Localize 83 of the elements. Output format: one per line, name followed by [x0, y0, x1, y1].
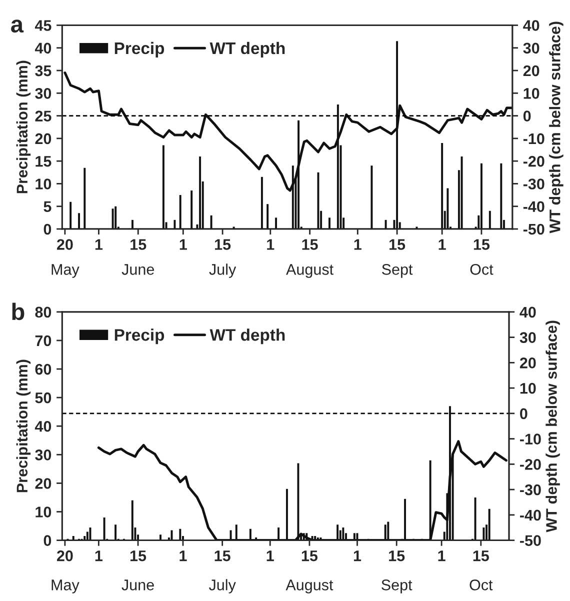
- text: Oct: [470, 580, 493, 590]
- y-tick-label: 5: [44, 201, 52, 212]
- legend-label: Precip: [114, 328, 164, 344]
- text: June: [122, 580, 154, 590]
- y-tick-label: 35: [35, 65, 52, 76]
- legend-label: WT depth: [210, 42, 285, 58]
- x-tick-label: 1: [95, 550, 102, 562]
- y-tick-label: 20: [35, 478, 52, 489]
- x-tick-label: 1: [438, 239, 446, 250]
- legend-label: WT depth: [210, 328, 285, 344]
- x-tick-label: 1: [95, 239, 103, 250]
- y-axis-title: Precipitation (mm): [16, 60, 31, 194]
- y-tick-label: 15: [36, 156, 52, 167]
- x-tick-label: 1: [180, 550, 187, 562]
- y-tick-label: 80: [35, 306, 52, 318]
- y2-tick-label: -50: [520, 535, 541, 546]
- y2-tick-label: -50: [523, 224, 544, 235]
- x-tick-label: 20: [56, 239, 73, 250]
- legend-label: Precip: [114, 42, 164, 58]
- x-tick-label: 20: [56, 550, 73, 562]
- x-tick-label: 1: [354, 239, 362, 250]
- y2-tick-label: -30: [523, 178, 544, 190]
- x-tick-label: 15: [390, 239, 406, 250]
- y-tick-label: 10: [36, 178, 52, 190]
- y-tick-label: 25: [35, 110, 52, 122]
- text: Sept: [382, 580, 412, 594]
- x-tick-label: 1: [438, 550, 446, 562]
- y2-tick-label: 10: [524, 88, 540, 99]
- x-tick-label: 15: [130, 239, 146, 250]
- y-tick-label: 0: [44, 535, 52, 546]
- x-tick-label: 1: [267, 239, 274, 250]
- y2-tick-label: -20: [523, 156, 544, 167]
- y2-tick-label: 40: [520, 306, 536, 318]
- x-tick-label: 15: [130, 550, 146, 562]
- y2-tick-label: 0: [520, 408, 528, 420]
- x-tick-label: 1: [180, 239, 187, 250]
- y2-tick-label: -10: [523, 133, 544, 144]
- y-tick-label: 10: [36, 506, 52, 518]
- text: Oct: [470, 264, 494, 275]
- chart-title: a: [11, 20, 24, 33]
- text: June: [122, 264, 154, 275]
- y2-tick-label: 40: [523, 20, 540, 31]
- y2-axis-title: WT depth (cm below surface): [546, 320, 560, 532]
- y2-tick-label: 20: [523, 65, 540, 76]
- y-tick-label: 50: [35, 392, 52, 404]
- y-tick-label: 30: [35, 450, 52, 460]
- chart-title: b: [12, 302, 24, 320]
- y2-tick-label: 30: [523, 42, 540, 54]
- text: Sept: [382, 264, 413, 278]
- y-tick-label: 30: [35, 88, 52, 99]
- text: August: [286, 580, 334, 594]
- text: July: [209, 264, 236, 278]
- y-tick-label: 40: [34, 420, 52, 432]
- y-tick-label: 0: [44, 224, 52, 235]
- x-tick-label: 1: [266, 550, 274, 562]
- y2-tick-label: -30: [520, 484, 541, 496]
- y-axis-title: Precipitation (mm): [16, 360, 31, 492]
- text: July: [208, 579, 236, 594]
- y2-tick-label: 20: [520, 358, 536, 368]
- y2-tick-label: -40: [523, 201, 544, 212]
- y2-axis-title: WT depth (cm below surface): [549, 22, 564, 234]
- text: May: [52, 264, 80, 278]
- x-tick-label: 15: [214, 550, 230, 562]
- y2-tick-label: -10: [520, 434, 541, 444]
- x-tick-label: 1: [354, 550, 362, 562]
- x-tick-label: 15: [302, 550, 318, 562]
- y-tick-label: 40: [34, 42, 52, 54]
- y2-tick-label: 0: [523, 110, 531, 122]
- x-tick-label: 15: [215, 239, 231, 250]
- text: August: [286, 264, 334, 278]
- y2-tick-label: 30: [520, 332, 536, 343]
- text: May: [52, 580, 80, 594]
- x-tick-label: 15: [474, 239, 490, 250]
- y-tick-label: 70: [35, 335, 52, 346]
- y-tick-label: 45: [34, 20, 52, 31]
- x-tick-label: 15: [302, 239, 318, 250]
- x-tick-label: 15: [473, 550, 489, 562]
- x-tick-label: 15: [389, 550, 405, 562]
- y2-tick-label: 10: [520, 382, 536, 394]
- y2-tick-label: -20: [520, 459, 541, 470]
- y-tick-label: 20: [35, 133, 52, 144]
- y-tick-label: 60: [35, 364, 52, 375]
- y2-tick-label: -40: [520, 510, 541, 521]
